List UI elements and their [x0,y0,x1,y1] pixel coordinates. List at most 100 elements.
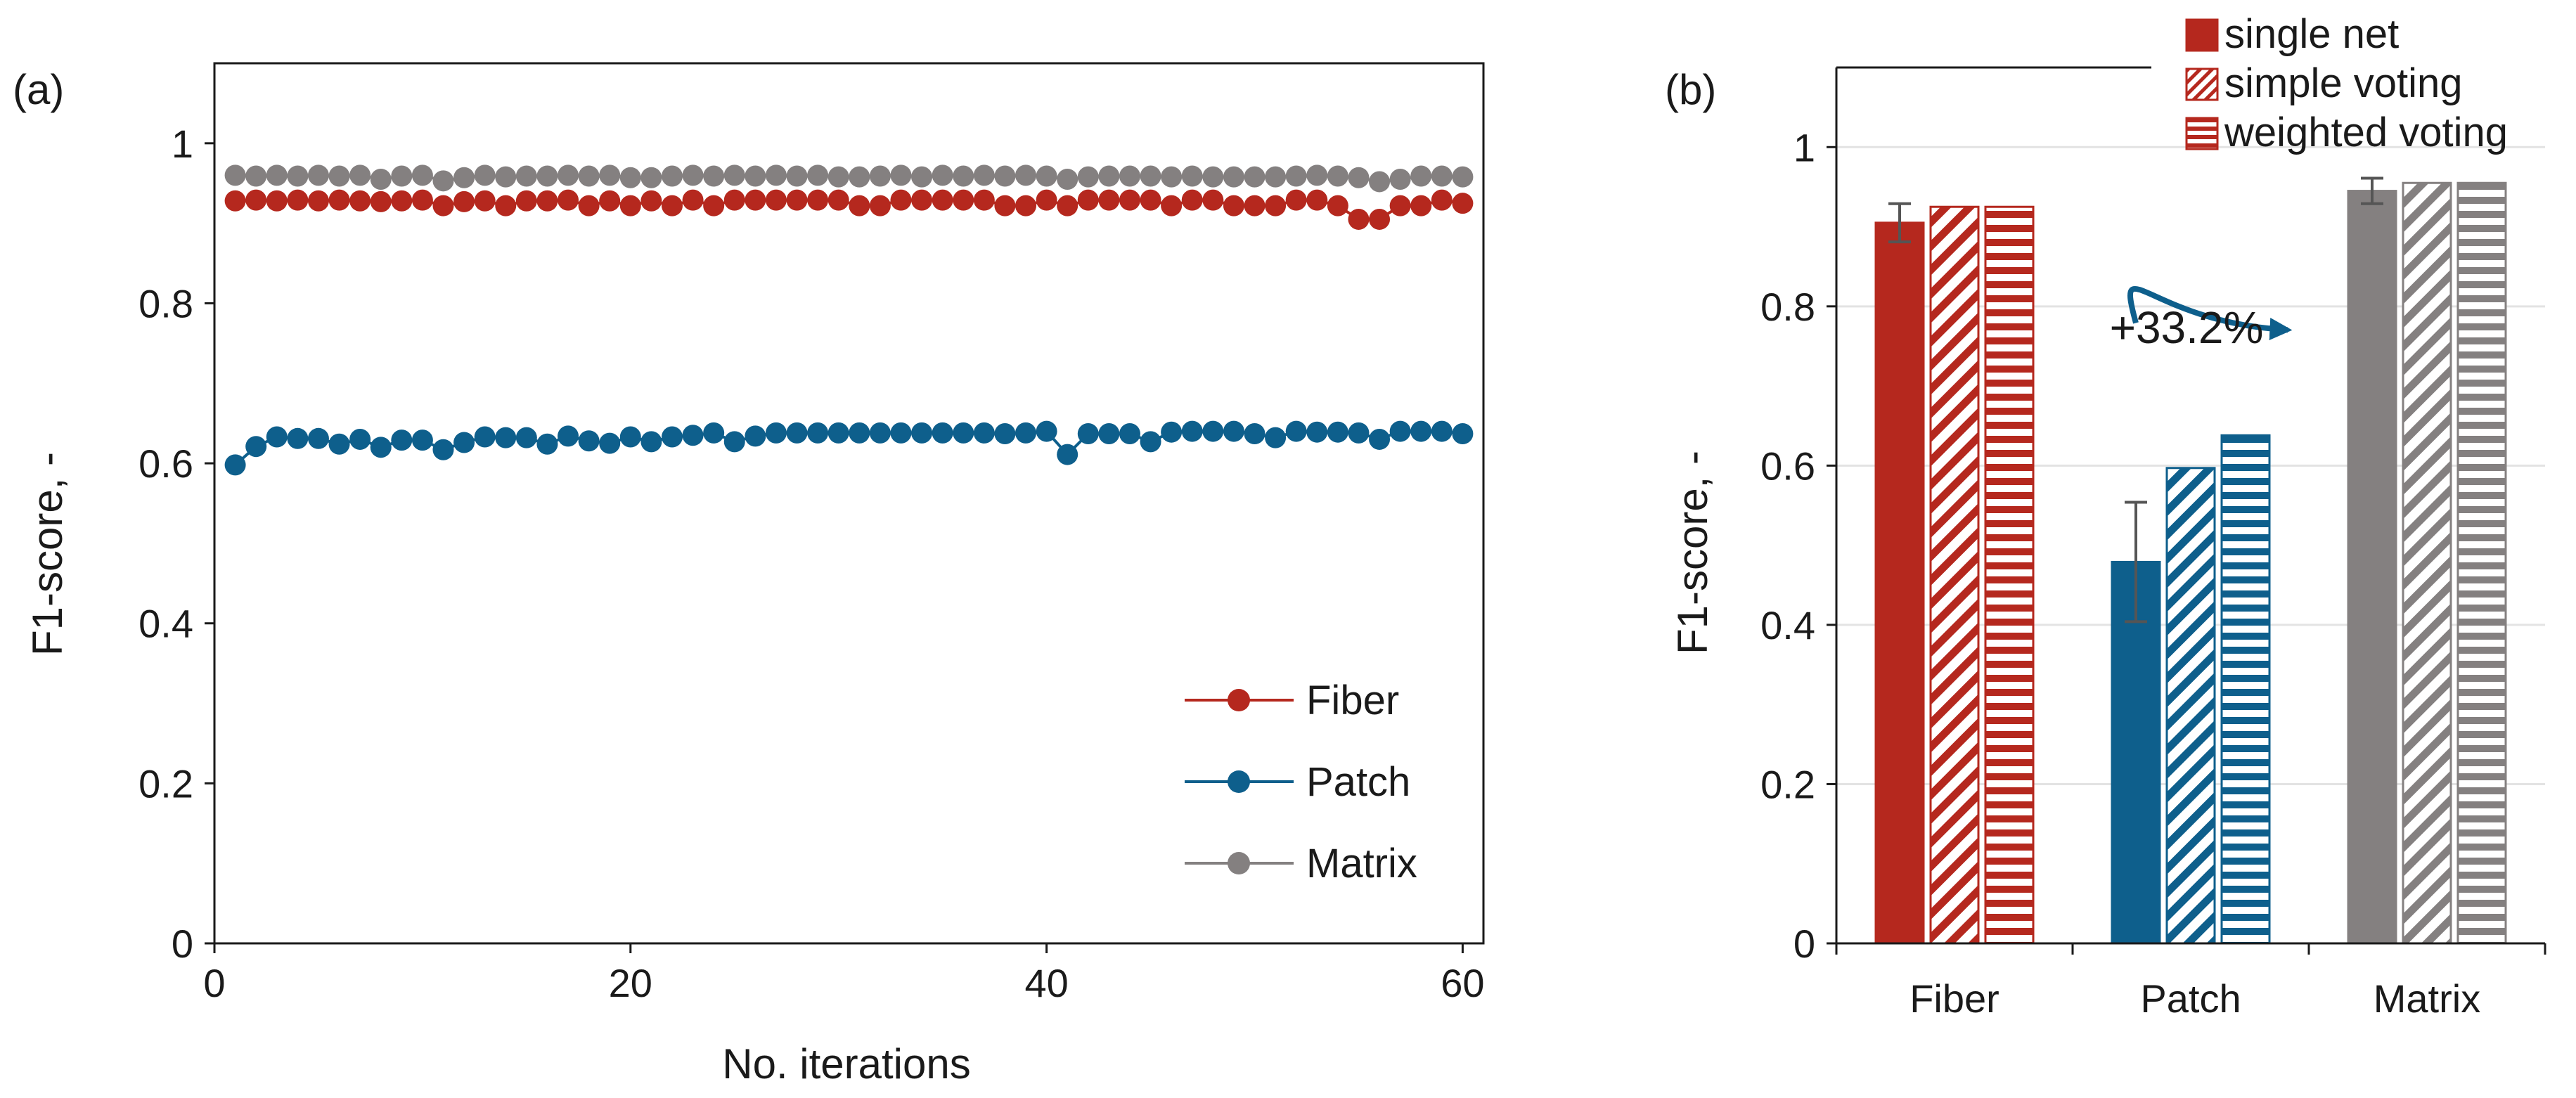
data-point-patch [1057,444,1078,465]
bar-fiber-weighted-voting [1984,205,2035,945]
data-point-matrix [703,165,725,187]
data-point-fiber [1452,193,1474,214]
data-point-patch [1244,422,1266,444]
data-point-matrix [973,164,995,186]
data-point-matrix [391,165,413,187]
data-point-fiber [1077,189,1099,211]
data-point-fiber [890,189,912,211]
legend-marker [1228,770,1250,793]
data-point-patch [578,430,600,452]
data-point-patch [1389,420,1411,442]
bar-patch-simple-voting [2165,467,2216,945]
data-point-matrix [370,169,392,190]
data-point-patch [640,431,662,453]
data-point-patch [619,426,641,448]
data-point-patch [827,422,849,444]
data-point-patch [745,425,766,447]
data-point-fiber [807,189,829,211]
data-point-fiber [1181,189,1203,211]
data-point-matrix [245,165,267,187]
data-point-patch [1161,421,1183,443]
data-point-patch [807,422,829,444]
data-point-matrix [1348,167,1370,188]
data-point-fiber [786,189,808,211]
data-point-matrix [495,166,517,188]
data-point-patch [1098,422,1120,444]
y-tick-label: 0 [172,922,193,966]
data-point-fiber [661,195,683,217]
data-point-fiber [1098,189,1120,211]
data-point-fiber [224,190,246,212]
x-tick-label: 20 [609,961,652,1005]
data-point-fiber [474,190,496,212]
legend-swatch [2185,117,2219,150]
data-point-patch [1410,420,1432,442]
data-point-fiber [1036,189,1057,211]
data-point-patch [536,433,558,455]
data-point-patch [890,422,912,444]
bar-group-matrix: Matrix [2347,176,2507,1021]
data-point-fiber [723,189,745,211]
panel-b-label: (b) [1665,66,1716,113]
y-tick-label: 0 [1793,922,1815,966]
data-point-matrix [994,165,1016,187]
data-point-matrix [1285,165,1307,187]
y-tick-label: 0.6 [139,441,193,486]
panel-b-y-axis-title: F1-score, - [1669,451,1716,654]
data-point-patch [266,426,288,448]
legend-label: Matrix [1306,841,1417,886]
y-tick-label: 0.8 [1760,285,1815,329]
panel-a-legend: Fiber Patch Matrix [1185,678,1417,886]
data-point-patch [869,422,891,444]
data-point-fiber [515,190,537,212]
data-point-fiber [599,190,621,212]
legend-item-matrix: Matrix [1185,841,1417,886]
data-point-fiber [994,195,1016,217]
category-label: Patch [2140,976,2241,1021]
data-point-matrix [869,165,891,187]
data-point-fiber [370,190,392,212]
data-point-matrix [1389,169,1411,190]
data-point-patch [1327,421,1348,443]
data-point-patch [1202,420,1224,442]
data-point-patch [765,422,787,444]
panel-a-axes: 0 20 40 60 0 0.2 0.4 0.6 0.8 1 [139,62,1485,1005]
category-label: Matrix [2374,976,2480,1021]
data-point-matrix [578,165,600,187]
bar-matrix-simple-voting [2402,181,2452,945]
data-point-matrix [515,165,537,187]
bar-matrix-weighted-voting [2456,181,2507,945]
data-point-matrix [786,165,808,187]
data-point-fiber [1369,208,1391,230]
data-point-patch [1369,428,1391,450]
data-point-patch [786,422,808,444]
legend-marker [1228,852,1250,874]
data-point-fiber [869,195,891,217]
data-point-patch [1181,420,1203,442]
data-point-matrix [827,166,849,188]
y-tick-label: 0.8 [139,281,193,325]
data-point-fiber [932,189,953,211]
improvement-label: +33.2% [2110,302,2264,353]
y-tick-label: 0.4 [1760,603,1815,647]
data-point-fiber [349,190,371,212]
data-point-patch [1265,427,1287,448]
data-point-matrix [1181,165,1203,187]
data-point-matrix [432,170,454,192]
data-point-fiber [307,190,329,212]
data-point-fiber [432,195,454,217]
series-matrix [224,164,1474,193]
data-point-patch [1036,420,1057,442]
data-point-patch [1223,420,1244,442]
data-point-patch [994,422,1016,444]
bar-group-patch: Patch [2111,434,2271,1021]
data-point-fiber [1202,189,1224,211]
data-point-fiber [745,189,766,211]
data-point-fiber [495,195,517,217]
data-point-patch [515,427,537,448]
data-point-matrix [1098,165,1120,187]
data-point-fiber [1265,195,1287,217]
data-point-fiber [973,189,995,211]
panel-a-y-axis-title: F1-score, - [24,452,71,656]
